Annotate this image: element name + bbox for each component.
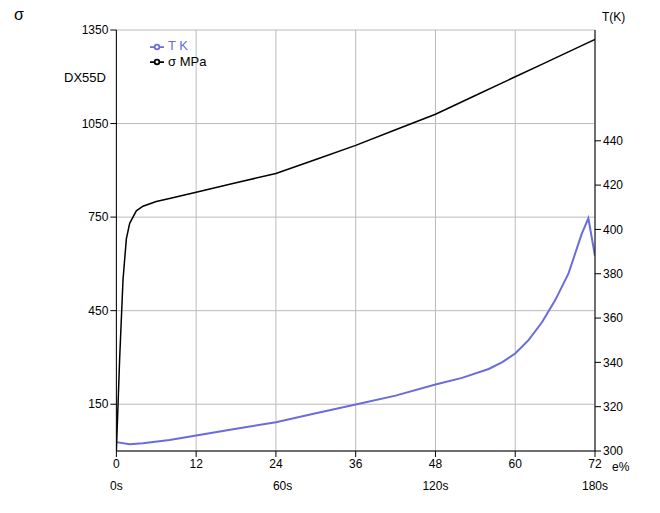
html-text:DX55D: DX55D — [64, 70, 106, 85]
html-text:σ MPa: σ MPa — [168, 53, 207, 69]
svg-text:1350: 1350 — [82, 23, 109, 37]
svg-text:300: 300 — [603, 444, 623, 458]
svg-text:24: 24 — [269, 457, 283, 471]
svg-text:400: 400 — [603, 223, 623, 237]
svg-text:0: 0 — [113, 457, 120, 471]
svg-text:72: 72 — [588, 457, 602, 471]
svg-text:1050: 1050 — [82, 117, 109, 131]
svg-text:150: 150 — [88, 397, 108, 411]
svg-text:380: 380 — [603, 267, 623, 281]
svg-text:180s: 180s — [582, 479, 608, 493]
svg-text:320: 320 — [603, 400, 623, 414]
svg-text:60s: 60s — [273, 479, 292, 493]
svg-text:36: 36 — [349, 457, 363, 471]
html-text:T K: T K — [168, 38, 188, 53]
svg-text:450: 450 — [88, 304, 108, 318]
svg-text:340: 340 — [603, 356, 623, 370]
html-text:e%: e% — [612, 460, 630, 474]
svg-text:12: 12 — [189, 457, 203, 471]
svg-text:420: 420 — [603, 178, 623, 192]
svg-text:0s: 0s — [110, 479, 123, 493]
svg-text:120s: 120s — [422, 479, 448, 493]
svg-text:440: 440 — [603, 134, 623, 148]
svg-text:360: 360 — [603, 311, 623, 325]
html-text:T(K): T(K) — [602, 10, 626, 24]
svg-text:750: 750 — [88, 210, 108, 224]
svg-text:48: 48 — [429, 457, 443, 471]
html-text:σ: σ — [14, 6, 24, 23]
svg-text:60: 60 — [509, 457, 523, 471]
